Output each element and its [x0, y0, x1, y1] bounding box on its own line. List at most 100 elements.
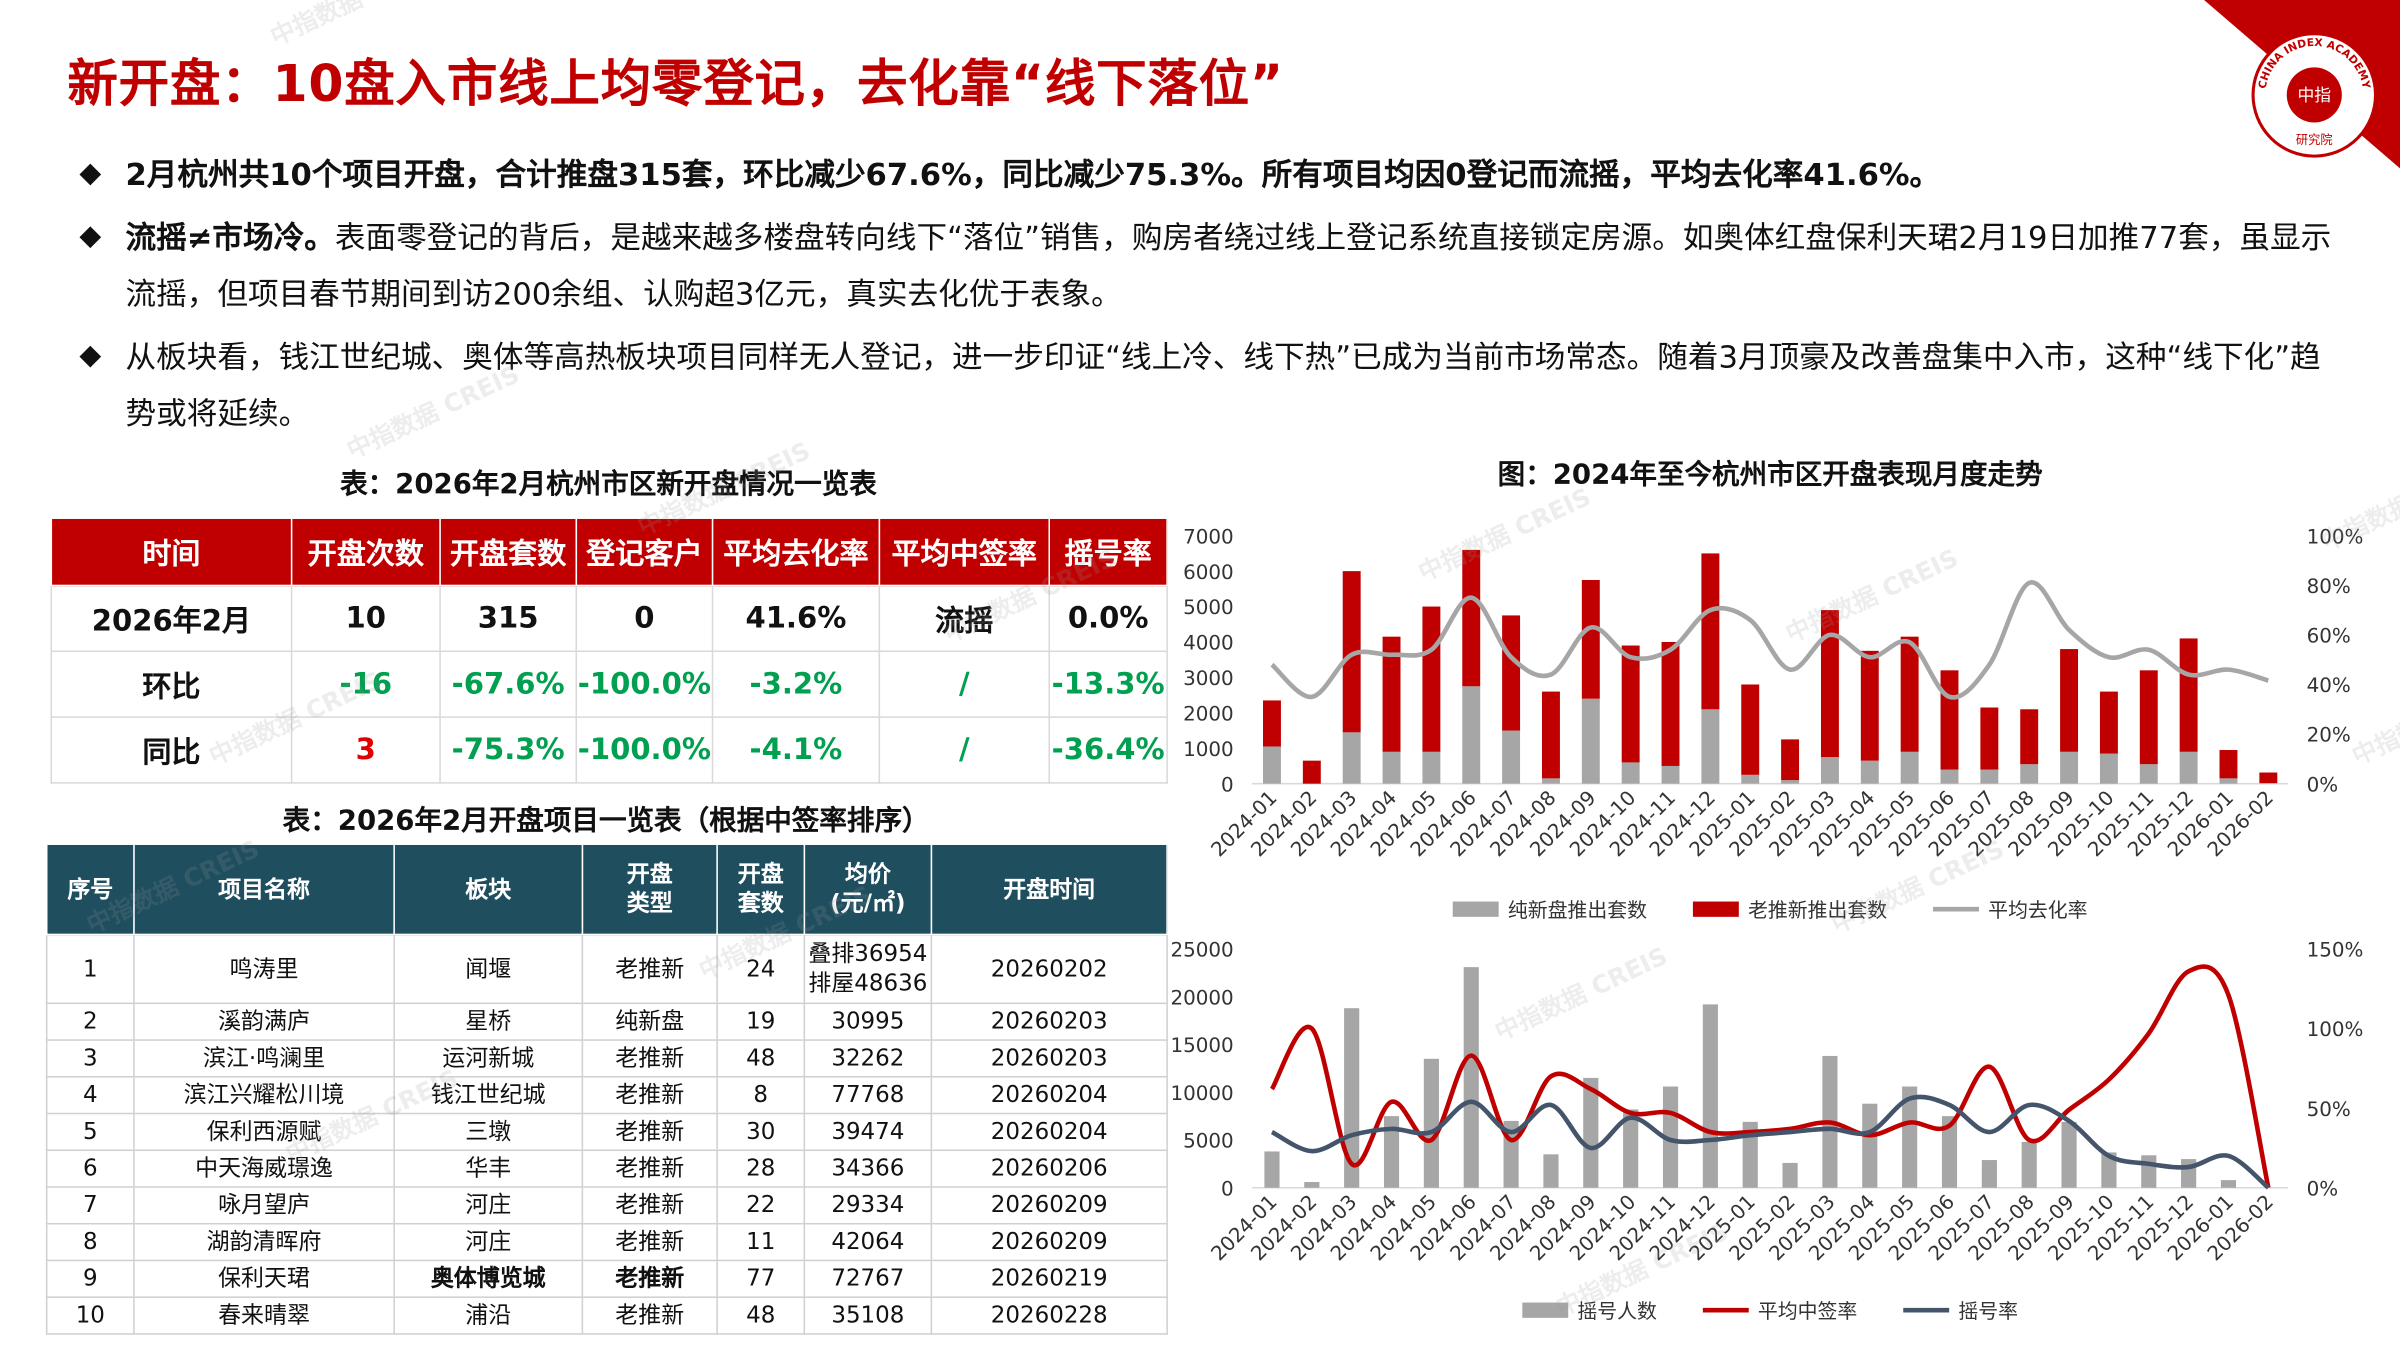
bullet-text: 从板块看，钱江世纪城、奥体等高热板块项目同样无人登记，进一步印证“线上冷、线下热…	[125, 338, 2321, 432]
table-cell: 老推新	[581, 1296, 718, 1335]
table-cell: 29334	[803, 1186, 933, 1225]
bar	[2020, 709, 2039, 765]
header-row: 序号 项目名称 板块 开盘 类型 开盘 套数 均价 (元/㎡) 开盘时间	[45, 843, 1168, 936]
bar	[1263, 746, 1281, 784]
logo-mark: 中指	[2297, 85, 2331, 105]
bar	[1581, 698, 1600, 784]
table-cell: 72767	[803, 1259, 933, 1298]
bar	[2259, 772, 2278, 784]
table-cell: 9	[45, 1259, 135, 1298]
y-tick-label: 6000	[1183, 561, 1234, 584]
bar	[2141, 1155, 2157, 1188]
table-cell: -3.2%	[711, 650, 881, 718]
bullet: 从板块看，钱江世纪城、奥体等高热板块项目同样无人登记，进一步印证“线上冷、线下热…	[73, 329, 2338, 442]
cell-line: (元/㎡)	[830, 889, 906, 917]
bar	[1502, 730, 1521, 784]
table-row: 1 鸣涛里 闻堰 老推新 24 叠排36954 排屋48636 20260202	[45, 933, 1168, 1005]
bar	[1900, 751, 1919, 784]
table-cell: 20260204	[930, 1112, 1168, 1152]
table-cell: 24	[716, 933, 806, 1005]
watermark: 中指数据 CREIS	[1781, 543, 1962, 648]
y2-tick-label: 0%	[2307, 773, 2339, 796]
table-cell: 湖韵清晖府	[133, 1222, 395, 1262]
y-tick-label: 2000	[1183, 702, 1234, 725]
table-cell: 20260209	[930, 1222, 1168, 1262]
table-row: 2026年2月 10 315 0 41.6% 流摇 0.0%	[50, 584, 1168, 653]
bar	[1621, 762, 1640, 784]
bar	[2101, 1152, 2117, 1188]
table-cell: 纯新盘	[581, 1002, 718, 1041]
y-tick-label: 4000	[1183, 632, 1234, 655]
table-cell: 22	[716, 1186, 806, 1225]
table-cell: 8	[716, 1076, 806, 1115]
bar	[2099, 753, 2118, 784]
table-cell: 48	[716, 1039, 806, 1078]
bar	[2099, 691, 2118, 754]
bar	[1781, 739, 1800, 781]
bar	[1581, 579, 1600, 699]
logo-core	[2286, 67, 2342, 123]
y2-tick-label: 40%	[2307, 674, 2351, 697]
header-cell: 开盘套数	[439, 517, 578, 587]
bullet-bold: 流摇≠市场冷。	[125, 218, 335, 256]
table-cell: 中天海威璟逸	[133, 1149, 395, 1188]
bar	[1342, 571, 1361, 733]
bar	[2220, 1180, 2237, 1188]
bar	[2219, 778, 2238, 784]
bar	[2139, 764, 2158, 784]
bar	[1862, 1103, 1878, 1188]
bar	[1382, 751, 1401, 784]
bar	[1742, 1121, 1758, 1188]
table-cell: 5	[45, 1112, 135, 1152]
table-cell: -67.6%	[439, 650, 578, 718]
table-row: 5 保利西源赋 三墩 老推新 30 39474 20260204	[45, 1112, 1168, 1152]
summary-table: 时间 开盘次数 开盘套数 登记客户 平均去化率 平均中签率 摇号率 2026年2月 10 315 0…	[50, 517, 1168, 784]
y-tick-label: 7000	[1183, 525, 1234, 548]
legend-label: 平均去化率	[1988, 899, 2087, 922]
bar	[1701, 709, 1720, 784]
table-cell: -75.3%	[439, 716, 578, 784]
bar	[1344, 1008, 1360, 1188]
legend-swatch	[1692, 901, 1739, 917]
watermark: 中指数据 CREIS	[205, 666, 386, 771]
bar	[1782, 1162, 1798, 1188]
bar	[2181, 1159, 2197, 1188]
bar	[2021, 1141, 2037, 1188]
legend: 纯新盘推出套数 老推新推出套数 平均去化率	[1452, 899, 2088, 922]
table-cell: 20260203	[930, 1039, 1168, 1078]
bar	[1981, 1160, 1997, 1188]
table-cell: 河庄	[393, 1222, 584, 1262]
legend-swatch	[1452, 901, 1499, 917]
bar	[1701, 553, 1720, 710]
bar	[1661, 765, 1680, 784]
watermark: 中指数据 CREIS	[2317, 451, 2400, 556]
bar	[1423, 1058, 1439, 1188]
y2-tick-label: 50%	[2307, 1098, 2351, 1121]
bar	[2060, 649, 2079, 752]
watermark: 中指数据 CREIS	[266, 0, 447, 51]
table-cell: 77768	[803, 1076, 933, 1115]
watermark: 中指数据 CREIS	[694, 880, 875, 985]
header-cell: 板块	[393, 843, 584, 936]
bar	[1462, 549, 1481, 687]
table-cell: 41.6%	[711, 584, 881, 653]
cell-line: 排屋48636	[808, 968, 928, 997]
table-cell: 滨江·鸣澜里	[133, 1039, 395, 1078]
table-row: 3 滨江·鸣澜里 运河新城 老推新 48 32262 20260203	[45, 1039, 1168, 1078]
header-cell: 开盘时间	[930, 843, 1168, 936]
bar	[1502, 615, 1521, 731]
table-row: 4 滨江兴耀松川境 钱江世纪城 老推新 8 77768 20260204	[45, 1076, 1168, 1115]
bar	[1941, 1116, 1958, 1188]
table-cell: 7	[45, 1186, 135, 1225]
y2-tick-label: 20%	[2307, 724, 2351, 747]
table-cell: -4.1%	[711, 716, 881, 784]
bar	[1820, 757, 1839, 784]
bar	[1900, 636, 1919, 752]
table-cell: 42064	[803, 1222, 933, 1262]
legend-label: 摇号率	[1958, 1300, 2018, 1323]
table-row: 环比 -16 -67.6% -100.0% -3.2% / -13.3%	[50, 650, 1168, 718]
bar	[2139, 670, 2158, 765]
table-cell: 77	[716, 1259, 806, 1298]
